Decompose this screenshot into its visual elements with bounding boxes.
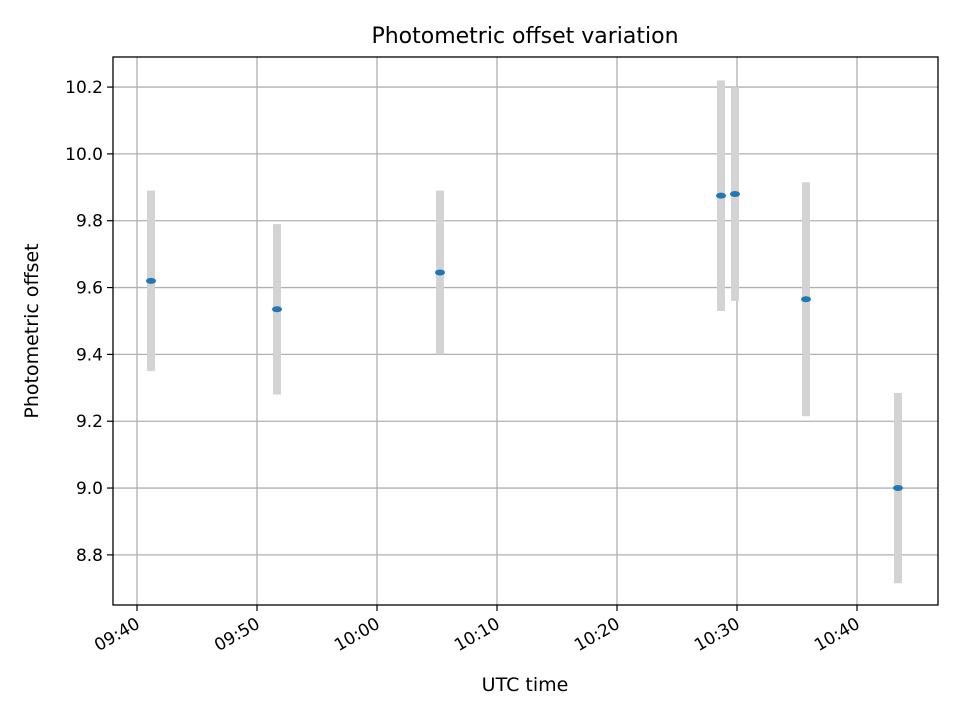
y-tick-label: 9.4 [76, 345, 103, 365]
y-tick-label: 9.6 [76, 279, 103, 299]
chart-title: Photometric offset variation [371, 24, 678, 49]
y-axis-ticks: 8.8 9.0 9.2 9.4 9.6 9.8 10.0 10.2 [65, 78, 113, 566]
data-point [146, 277, 156, 284]
plot-frame [112, 56, 939, 606]
data-point [716, 192, 726, 199]
y-tick-label: 10.2 [65, 78, 103, 98]
y-tick-label: 9.8 [76, 212, 103, 232]
data-point [801, 296, 811, 303]
data-point [893, 485, 903, 492]
y-tick-label: 10.0 [65, 145, 103, 165]
y-axis-label: Photometric offset [21, 243, 43, 418]
data-point [435, 269, 445, 276]
y-tick-label: 9.0 [76, 479, 103, 499]
y-tick-label: 8.8 [76, 546, 103, 566]
y-tick-label: 9.2 [76, 412, 103, 432]
data-point [272, 306, 282, 313]
data-points [146, 191, 903, 492]
data-point [730, 191, 740, 197]
x-axis-label: UTC time [482, 674, 569, 696]
